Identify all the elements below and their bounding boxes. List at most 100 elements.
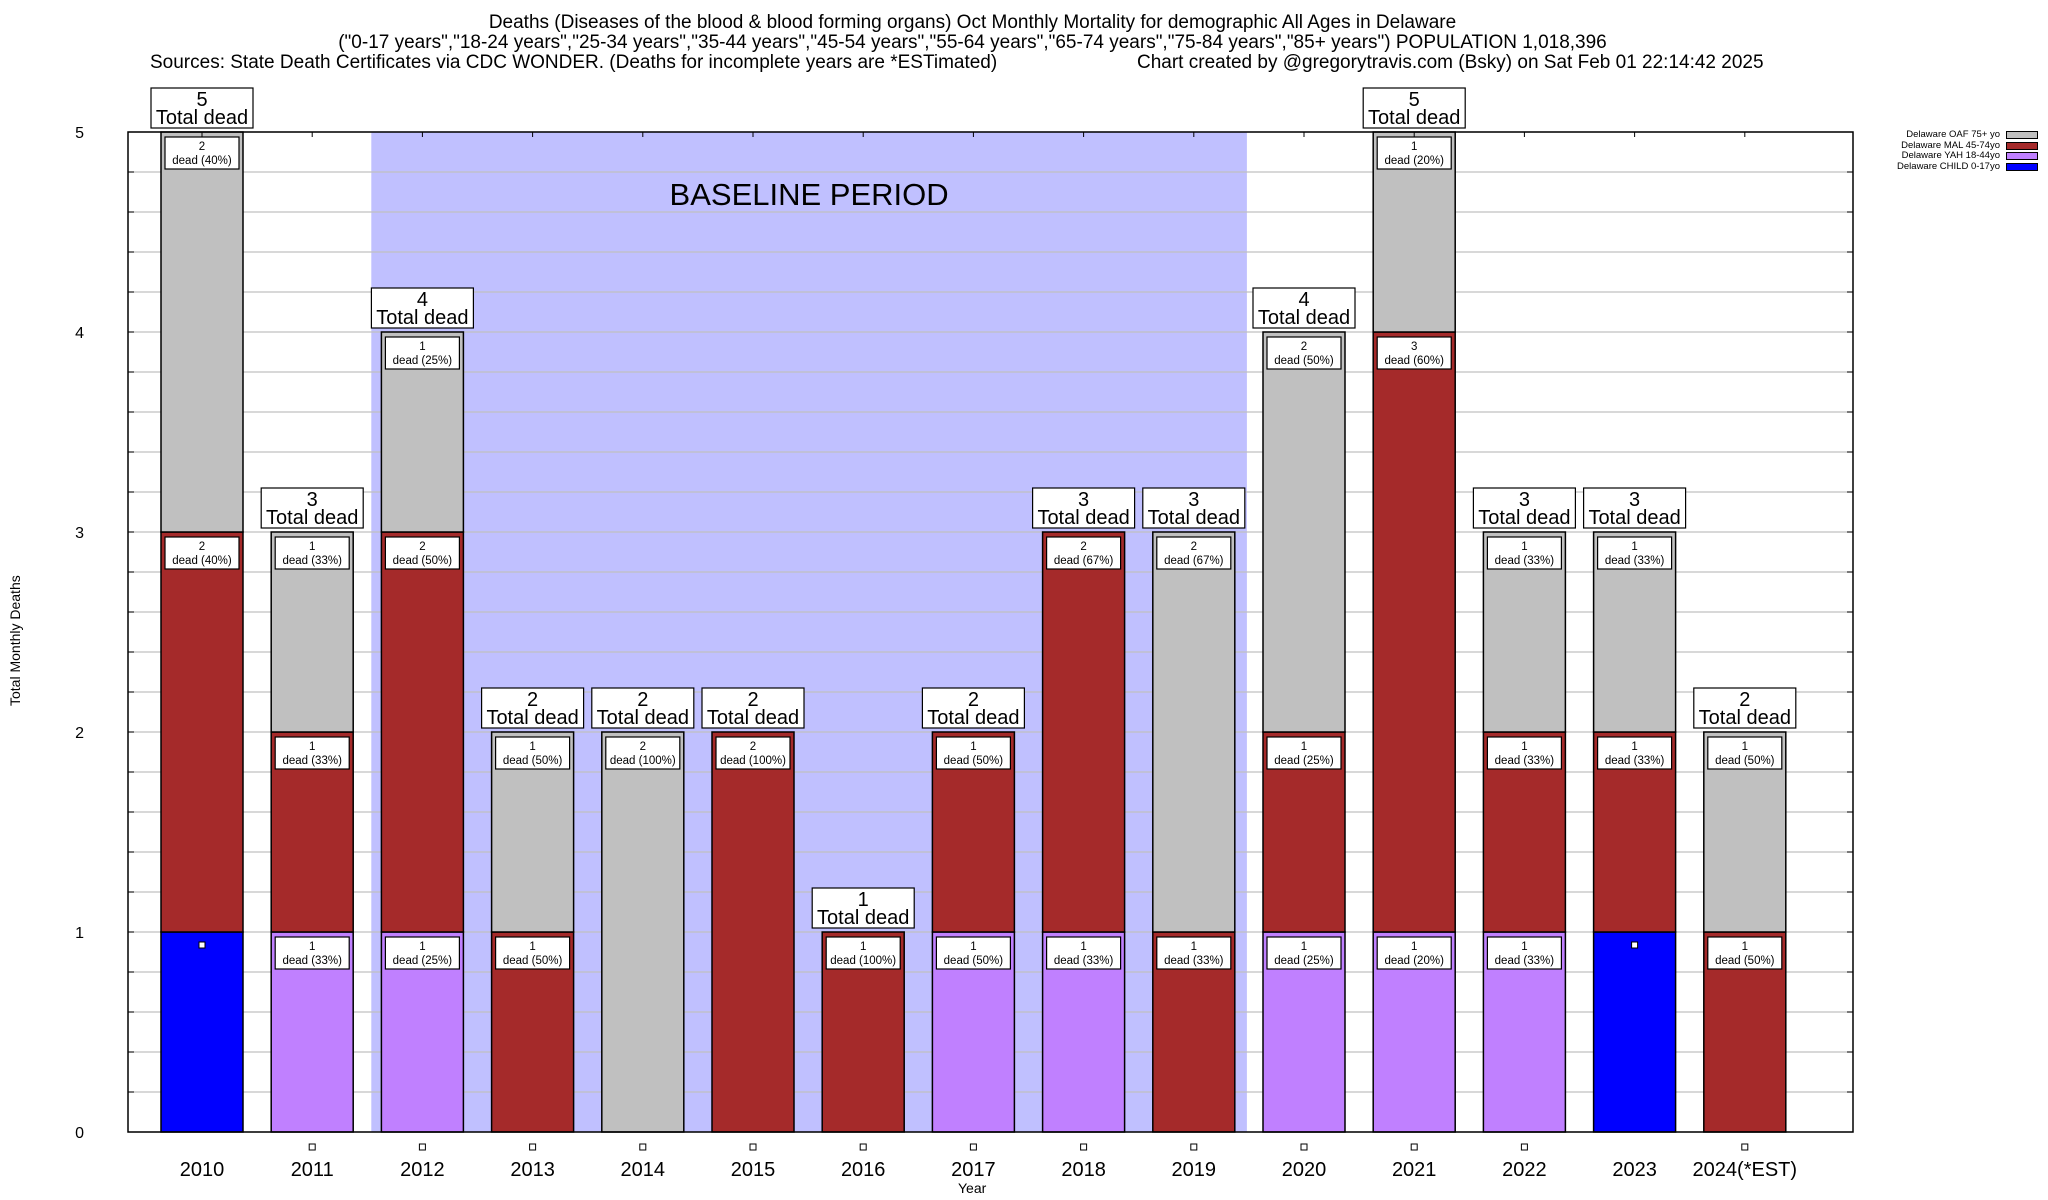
bar-segment xyxy=(160,131,244,533)
segment-label-count: 1 xyxy=(419,341,425,353)
total-label-box xyxy=(591,687,695,729)
total-label-box xyxy=(150,87,254,129)
total-label-count: 3 xyxy=(1519,489,1530,511)
segment-label-box xyxy=(384,536,460,570)
total-label-count: 2 xyxy=(527,689,538,711)
x-marker xyxy=(308,1143,316,1151)
segment-label-box xyxy=(715,736,791,770)
segment-label-pct: dead (50%) xyxy=(1274,355,1334,367)
bar-segment xyxy=(711,731,795,1133)
segment-label-pct: dead (20%) xyxy=(1384,155,1444,167)
segment-label-box xyxy=(1596,536,1673,570)
segment-label-pct: dead (33%) xyxy=(1495,955,1555,967)
bar-segment xyxy=(1041,531,1126,933)
bar-segment xyxy=(380,531,465,933)
segment-label-pct: dead (50%) xyxy=(503,955,563,967)
segment-label-pct: dead (40%) xyxy=(172,555,232,567)
segment-label-count: 1 xyxy=(1301,741,1307,753)
segment-label-count: 1 xyxy=(1631,541,1637,553)
segment-label-box xyxy=(605,736,681,770)
total-label-count: 1 xyxy=(858,889,869,911)
segment-label-box xyxy=(1486,536,1563,570)
segment-label-count: 1 xyxy=(1411,941,1417,953)
segment-label-pct: dead (33%) xyxy=(1605,755,1665,767)
total-label-count: 3 xyxy=(307,489,318,511)
total-label-count: 3 xyxy=(1078,489,1089,511)
segment-label-pct: dead (50%) xyxy=(1715,755,1775,767)
segment-label-box xyxy=(1045,936,1122,970)
segment-label-count: 3 xyxy=(1411,341,1417,353)
legend-label: Delaware CHILD 0-17yo xyxy=(1897,160,2000,172)
chart-title: Deaths (Diseases of the blood & blood fo… xyxy=(488,12,1457,33)
segment-label-pct: dead (50%) xyxy=(503,755,563,767)
total-label-box xyxy=(1582,487,1687,529)
chart-credit: Chart created by @gregorytravis.com (Bsk… xyxy=(1137,52,1764,73)
segment-label-count: 1 xyxy=(1301,941,1307,953)
segment-label-pct: dead (50%) xyxy=(393,555,453,567)
legend-label: Delaware MAL 45-74yo xyxy=(1901,139,2000,151)
segment-label-box xyxy=(1376,936,1452,970)
segment-label-box xyxy=(1266,936,1342,970)
segment-label-pct: dead (60%) xyxy=(1384,355,1444,367)
segment-label-count: 1 xyxy=(309,941,315,953)
total-label-count: 2 xyxy=(968,689,979,711)
segment-label-box xyxy=(274,936,350,970)
total-label-text: Total dead xyxy=(486,707,578,729)
segment-label-pct: dead (67%) xyxy=(1054,555,1114,567)
bar-segment xyxy=(1152,531,1236,933)
total-label-text: Total dead xyxy=(1148,507,1240,529)
total-label-box xyxy=(260,487,364,529)
x-tick-label: 2021 xyxy=(1392,1159,1437,1181)
segment-label-pct: dead (33%) xyxy=(1495,755,1555,767)
x-tick-label: 2010 xyxy=(180,1159,225,1181)
total-label-text: Total dead xyxy=(1368,107,1460,129)
segment-label-box xyxy=(164,536,240,570)
total-label-box xyxy=(370,287,474,329)
segment-label-count: 2 xyxy=(199,141,205,153)
x-tick-label: 2013 xyxy=(510,1159,555,1181)
segment-label-count: 1 xyxy=(970,741,976,753)
total-label-count: 3 xyxy=(1188,489,1199,511)
y-tick-label: 2 xyxy=(75,725,84,742)
segment-label-pct: dead (100%) xyxy=(830,955,896,967)
segment-label-count: 1 xyxy=(309,741,315,753)
segment-label-box xyxy=(495,936,571,970)
total-label-text: Total dead xyxy=(1258,307,1350,329)
segment-label-pct: dead (33%) xyxy=(282,755,342,767)
segment-label-box xyxy=(1376,336,1452,370)
total-label-count: 5 xyxy=(196,89,207,111)
segment-label-pct: dead (33%) xyxy=(1164,955,1224,967)
baseline-period-label: BASELINE PERIOD xyxy=(670,177,949,212)
chart-subtitle-age-groups: ("0-17 years","18-24 years","25-34 years… xyxy=(338,32,1607,53)
segment-label-count: 1 xyxy=(1521,541,1527,553)
x-tick-label: 2024(*EST) xyxy=(1693,1159,1798,1181)
segment-label-pct: dead (33%) xyxy=(1605,555,1665,567)
total-label-count: 3 xyxy=(1629,489,1640,511)
segment-label-count: 1 xyxy=(1521,941,1527,953)
segment-label-pct: dead (33%) xyxy=(1495,555,1555,567)
x-axis-label: Year xyxy=(958,1180,987,1196)
segment-label-count: 1 xyxy=(529,741,535,753)
segment-label-count: 1 xyxy=(529,941,535,953)
segment-label-pct: dead (40%) xyxy=(172,155,232,167)
segment-label-count: 1 xyxy=(1742,741,1748,753)
segment-label-box xyxy=(495,736,571,770)
segment-label-pct: dead (25%) xyxy=(393,955,453,967)
bar-segment xyxy=(1592,931,1677,1133)
y-tick-label: 5 xyxy=(75,125,84,142)
total-label-box xyxy=(1693,687,1797,729)
legend-label: Delaware YAH 18-44yo xyxy=(1901,150,2000,161)
segment-label-box xyxy=(164,136,240,170)
segment-label-count: 1 xyxy=(1742,941,1748,953)
segment-label-pct: dead (33%) xyxy=(282,955,342,967)
child-marker xyxy=(1631,941,1639,949)
segment-label-count: 1 xyxy=(1080,941,1086,953)
segment-label-count: 1 xyxy=(309,541,315,553)
x-tick-label: 2017 xyxy=(951,1159,996,1181)
segment-label-box xyxy=(1266,736,1342,770)
segment-label-pct: dead (50%) xyxy=(1715,955,1775,967)
total-label-text: Total dead xyxy=(1478,507,1570,529)
x-marker xyxy=(1190,1143,1198,1151)
segment-label-count: 1 xyxy=(1521,741,1527,753)
segment-label-pct: dead (100%) xyxy=(610,755,676,767)
